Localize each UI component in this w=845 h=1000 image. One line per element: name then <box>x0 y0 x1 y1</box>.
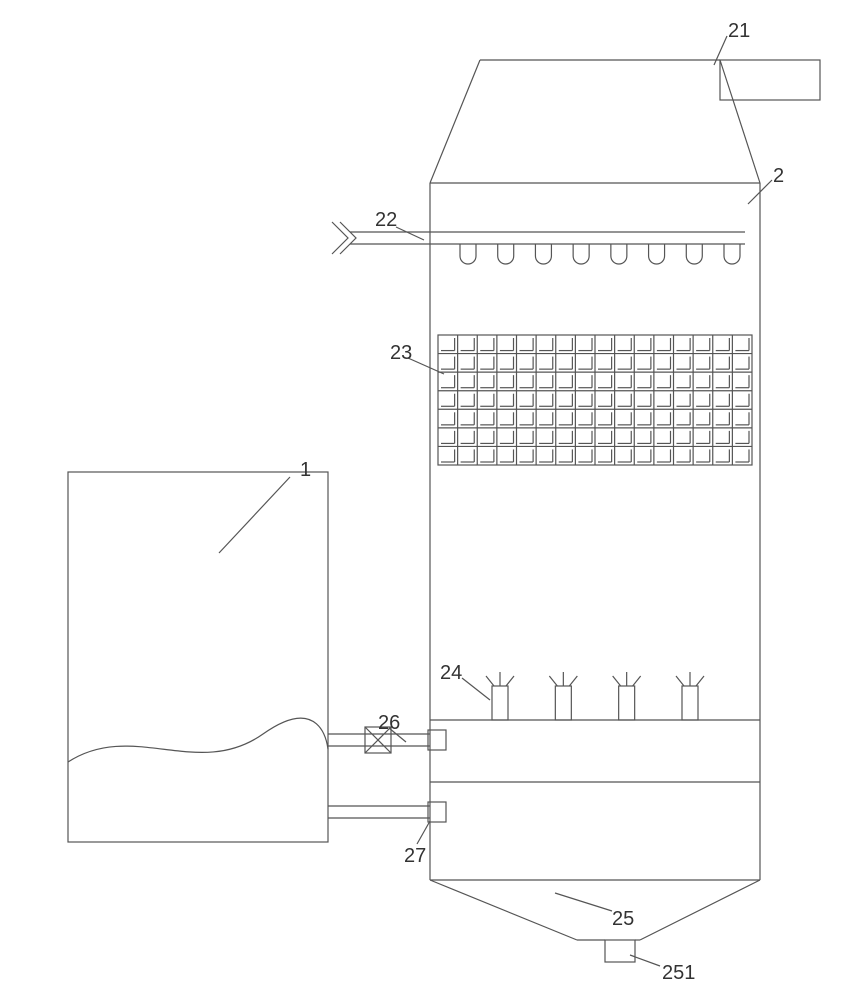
label-23: 23 <box>390 342 412 365</box>
label-251: 251 <box>662 962 695 985</box>
label-21: 21 <box>728 20 750 43</box>
label-25: 25 <box>612 908 634 931</box>
label-26: 26 <box>378 712 400 735</box>
label-24: 24 <box>440 662 462 685</box>
label-1: 1 <box>300 459 311 482</box>
label-22: 22 <box>375 209 397 232</box>
label-2: 2 <box>773 165 784 188</box>
label-27: 27 <box>404 845 426 868</box>
